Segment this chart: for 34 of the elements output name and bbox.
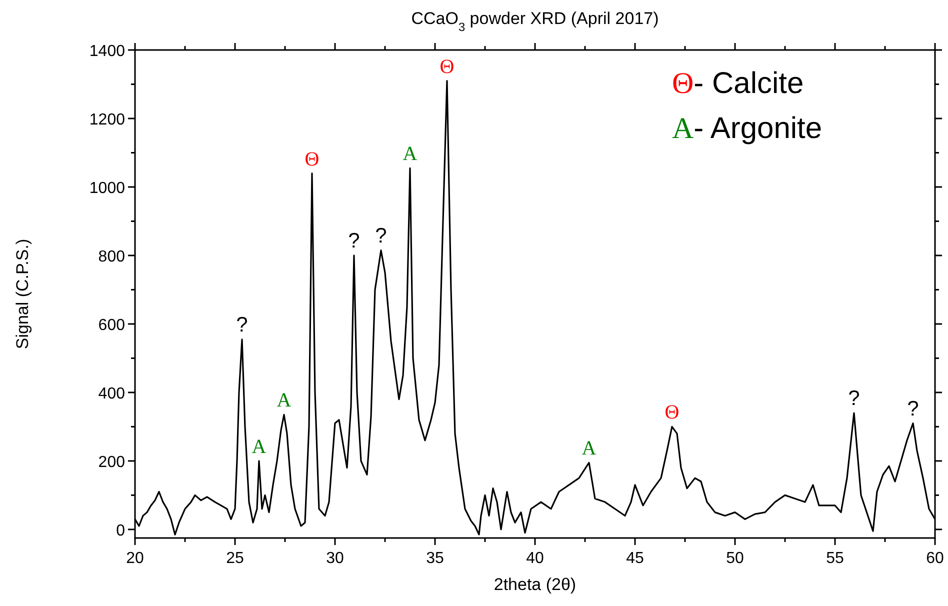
annotation: Θ: [440, 56, 454, 78]
x-tick-label: 40: [526, 550, 544, 567]
y-tick-label: 800: [98, 248, 126, 266]
x-tick-label: 50: [726, 550, 744, 567]
x-tick-label: 30: [326, 550, 344, 567]
y-tick-label: 1200: [89, 111, 126, 128]
annotation: ?: [848, 387, 860, 410]
x-tick-label: 55: [826, 550, 844, 567]
y-tick-label: 0: [116, 522, 126, 540]
y-tick-label: 400: [98, 385, 126, 402]
annotation: ?: [907, 397, 919, 420]
annotation: A- Argonite: [672, 112, 822, 145]
annotation: ?: [348, 229, 360, 252]
x-tick-label: 45: [626, 550, 644, 567]
y-axis-title: Signal (C.P.S.): [13, 238, 32, 350]
annotation: Θ: [304, 148, 320, 170]
x-tick-label: 35: [426, 550, 444, 567]
x-axis-title: 2theta (2θ): [494, 575, 576, 594]
annotation: A: [252, 436, 267, 458]
x-tick-label: 20: [126, 550, 144, 567]
annotation: ?: [236, 313, 248, 336]
y-tick-label: 1400: [89, 43, 126, 60]
x-tick-label: 60: [926, 550, 944, 567]
annotation: A: [582, 438, 597, 460]
y-tick-label: 1000: [89, 180, 126, 197]
chart-title: CCaO$_{3}$ powder XRD (April 2017): [411, 9, 659, 34]
annotation: Θ: [664, 402, 680, 424]
annotation: ?: [375, 224, 387, 248]
annotation: A: [402, 143, 418, 166]
annotation: Θ- Calcite: [672, 67, 804, 100]
y-tick-label: 600: [98, 316, 126, 334]
y-tick-label: 200: [98, 454, 126, 471]
annotation: A: [276, 390, 292, 412]
x-tick-label: 25: [226, 550, 244, 567]
